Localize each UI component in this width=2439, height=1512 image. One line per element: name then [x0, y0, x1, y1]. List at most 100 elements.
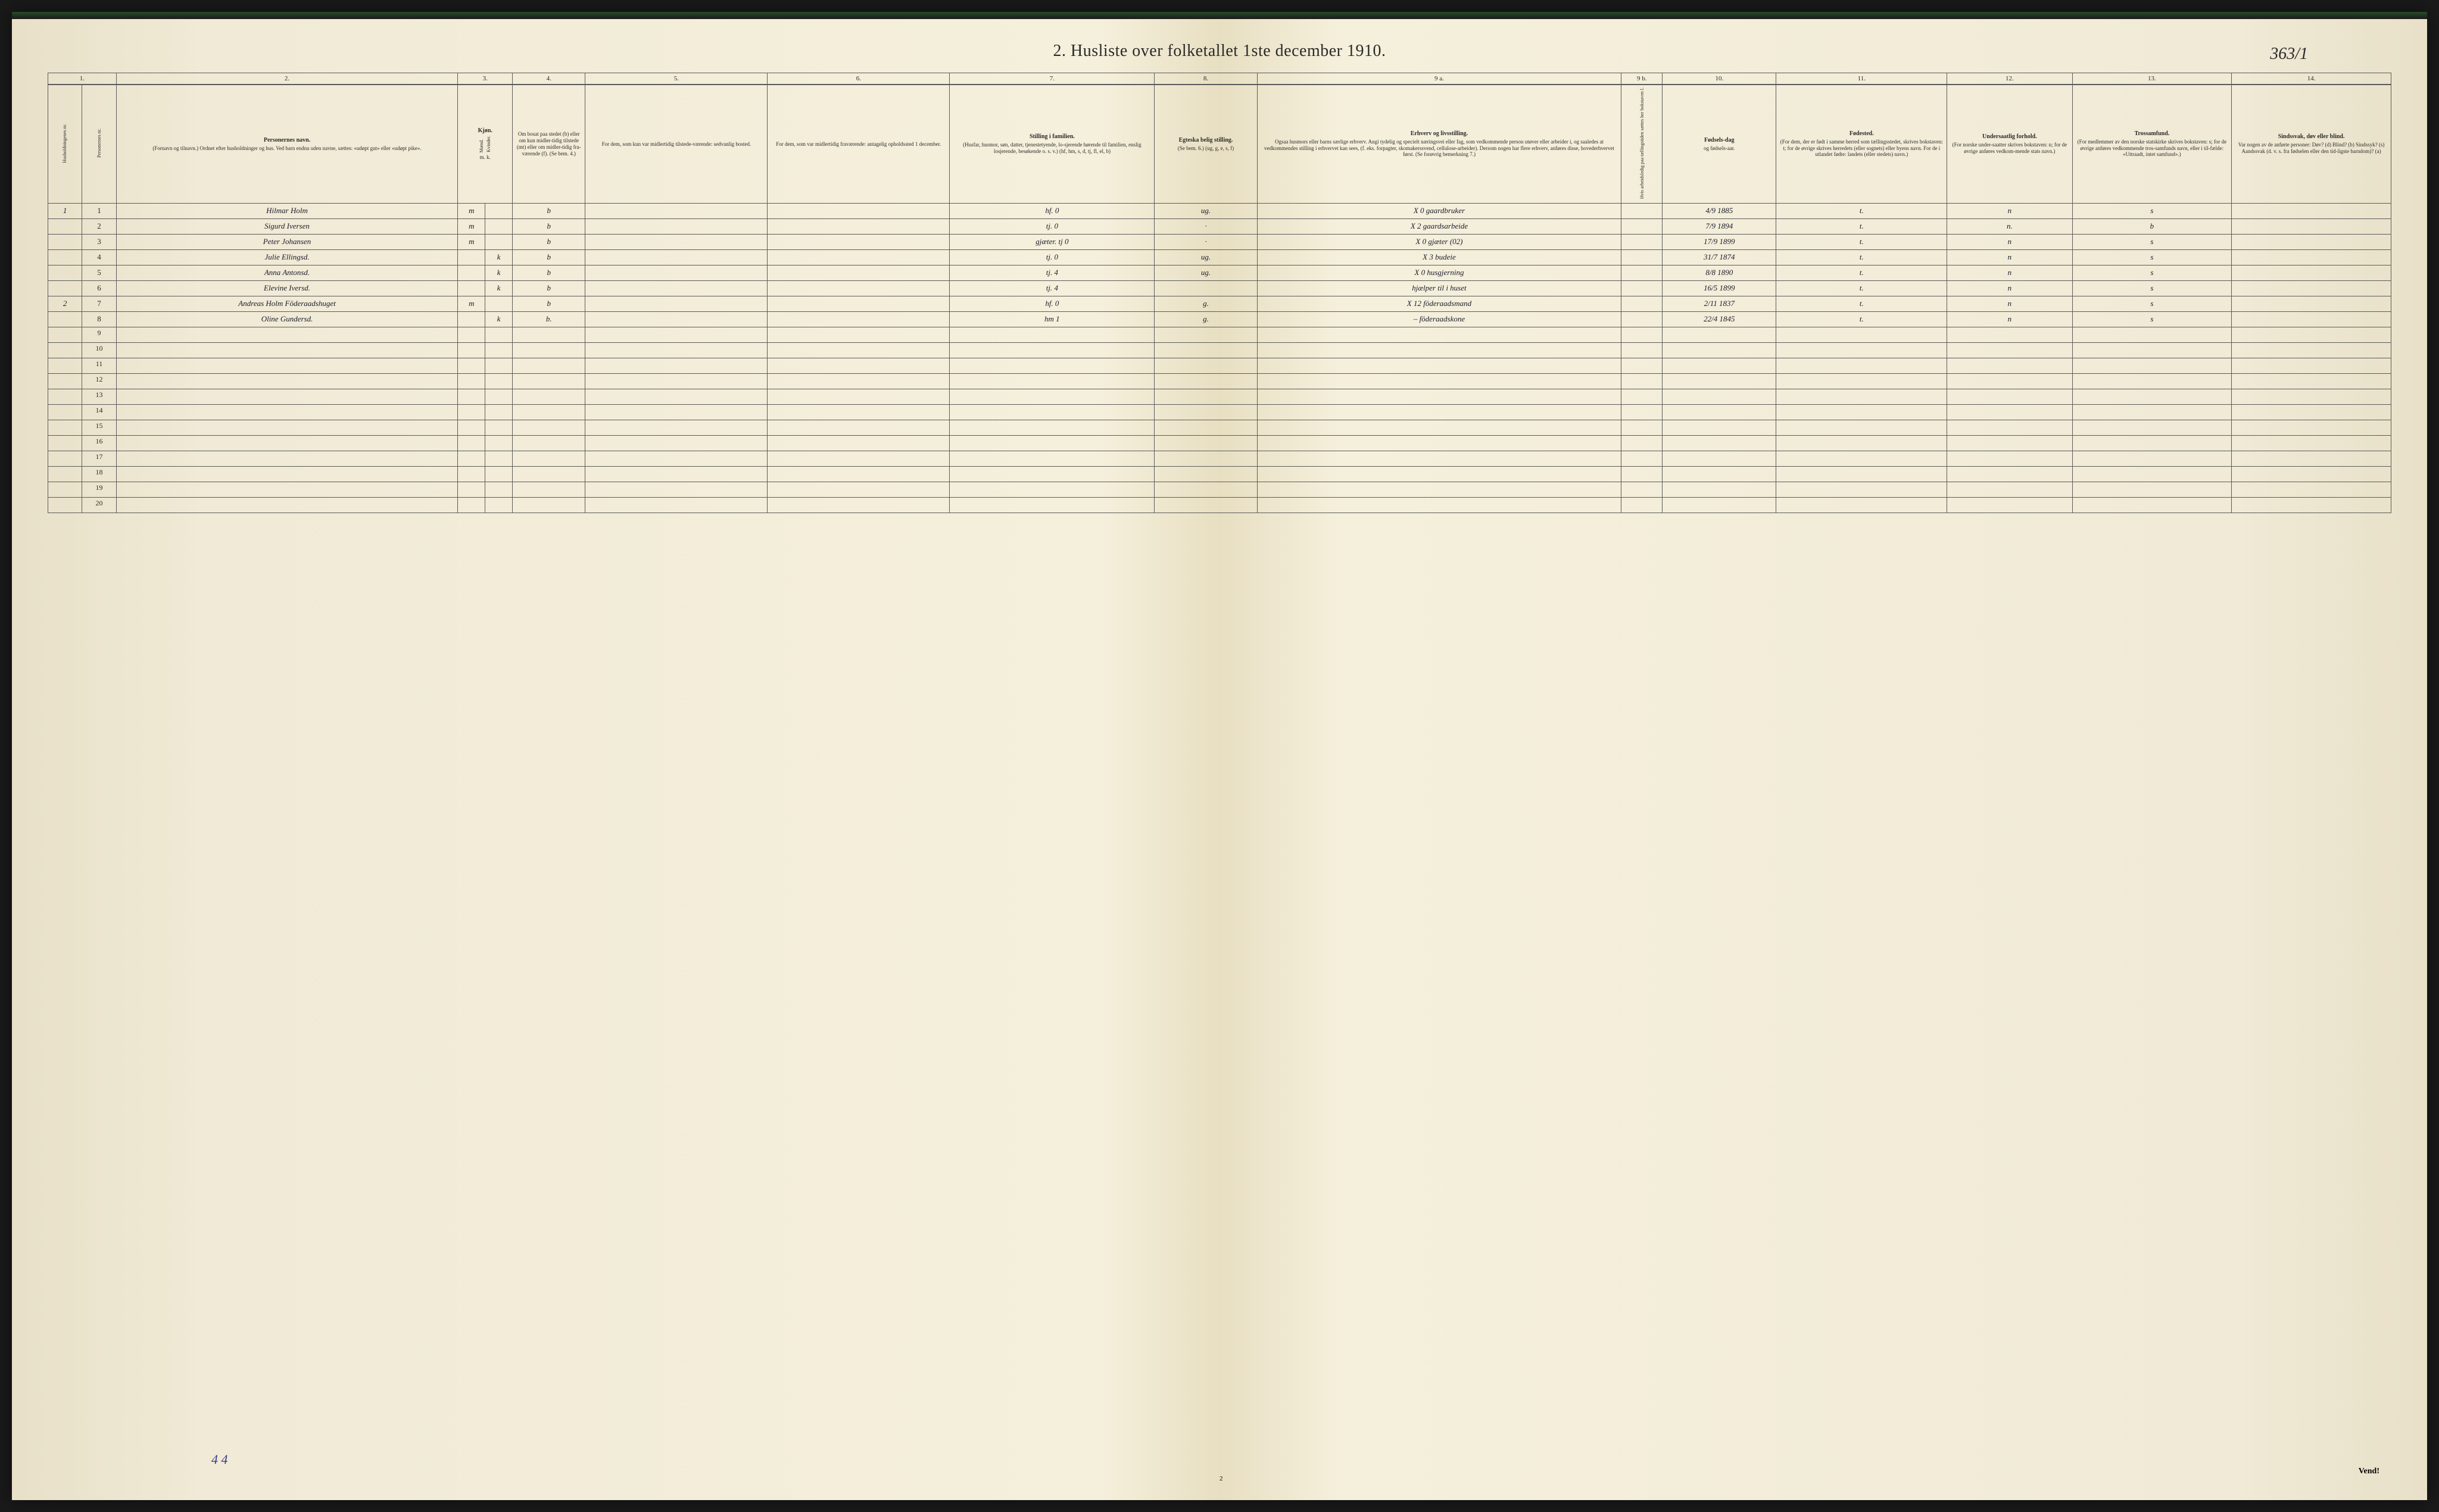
cell-hh: 1: [48, 203, 82, 218]
empty-cell: [950, 358, 1155, 373]
empty-cell: [48, 451, 82, 466]
cell-pn: 3: [82, 234, 116, 249]
empty-cell: [768, 497, 950, 513]
empty-cell: [2072, 404, 2232, 420]
cell-nat: n: [1947, 280, 2072, 296]
cell-sex_m: m: [458, 218, 485, 234]
empty-cell: 9: [82, 327, 116, 342]
cell-stat: b: [513, 265, 585, 280]
col-number: 9 b.: [1621, 73, 1663, 85]
empty-cell: [585, 435, 768, 451]
cell-nat: n: [1947, 249, 2072, 265]
hdr-person-nr: Personernes nr.: [82, 85, 116, 203]
cell-c6: [768, 203, 950, 218]
cell-c6: [768, 296, 950, 311]
cell-fam: gjæter. tj 0: [950, 234, 1155, 249]
cell-rel: s: [2072, 280, 2232, 296]
cell-occ: X 2 gaardsarbeide: [1257, 218, 1621, 234]
empty-cell: [48, 435, 82, 451]
table-row-empty: 18: [48, 466, 2391, 482]
cell-dis: [2232, 203, 2391, 218]
cell-c5: [585, 280, 768, 296]
table-row-empty: 11: [48, 358, 2391, 373]
empty-cell: [1776, 482, 1947, 497]
empty-cell: [1257, 342, 1621, 358]
cell-c5: [585, 249, 768, 265]
cell-l: [1621, 280, 1663, 296]
empty-cell: [1663, 358, 1776, 373]
empty-cell: [1621, 389, 1663, 404]
cell-dob: 31/7 1874: [1663, 249, 1776, 265]
cell-occ: X 3 budeie: [1257, 249, 1621, 265]
empty-cell: [1621, 404, 1663, 420]
empty-cell: [116, 451, 458, 466]
cell-stat: b: [513, 296, 585, 311]
empty-cell: 12: [82, 373, 116, 389]
empty-cell: 11: [82, 358, 116, 373]
hdr-unemployed: Hvis arbeidsledig paa tællingstiden sætt…: [1621, 85, 1663, 203]
cell-pn: 4: [82, 249, 116, 265]
empty-cell: [513, 373, 585, 389]
table-row-empty: 19: [48, 482, 2391, 497]
empty-cell: [458, 327, 485, 342]
table-row-empty: 14: [48, 404, 2391, 420]
empty-cell: [1947, 342, 2072, 358]
empty-cell: [1257, 327, 1621, 342]
empty-cell: [48, 497, 82, 513]
empty-cell: [485, 420, 513, 435]
empty-cell: [2232, 482, 2391, 497]
empty-cell: [1663, 497, 1776, 513]
empty-cell: [1663, 482, 1776, 497]
empty-cell: [2072, 451, 2232, 466]
empty-cell: [458, 420, 485, 435]
corner-annotation: 363/1: [2270, 45, 2308, 64]
hdr-disability: Sindssvak, døv eller blind. Var nogen av…: [2232, 85, 2391, 203]
empty-cell: [2072, 420, 2232, 435]
empty-cell: 20: [82, 497, 116, 513]
empty-cell: [1947, 497, 2072, 513]
cell-fam: tj. 0: [950, 249, 1155, 265]
bottom-tally: 4 4: [211, 1452, 228, 1467]
cell-pn: 6: [82, 280, 116, 296]
cell-l: [1621, 265, 1663, 280]
empty-cell: [1663, 466, 1776, 482]
empty-cell: [2232, 327, 2391, 342]
empty-cell: [1776, 420, 1947, 435]
empty-cell: [1155, 466, 1257, 482]
scan-edge: [12, 12, 2427, 19]
empty-cell: [950, 466, 1155, 482]
empty-cell: [1776, 466, 1947, 482]
empty-cell: 19: [82, 482, 116, 497]
cell-l: [1621, 218, 1663, 234]
empty-cell: [458, 342, 485, 358]
cell-hh: [48, 234, 82, 249]
empty-cell: [1155, 497, 1257, 513]
cell-born: t.: [1776, 249, 1947, 265]
empty-cell: [2072, 389, 2232, 404]
col-number: 1.: [48, 73, 117, 85]
hdr-temp-absent: For dem, som var midlertidig fraværende:…: [768, 85, 950, 203]
table-row-empty: 9: [48, 327, 2391, 342]
cell-c6: [768, 234, 950, 249]
empty-cell: [2072, 482, 2232, 497]
cell-c5: [585, 311, 768, 327]
empty-cell: [458, 404, 485, 420]
empty-cell: [1776, 327, 1947, 342]
empty-cell: [1621, 358, 1663, 373]
cell-c5: [585, 265, 768, 280]
col-number: 2.: [116, 73, 458, 85]
cell-mar: g.: [1155, 296, 1257, 311]
empty-cell: [1947, 451, 2072, 466]
empty-cell: [458, 435, 485, 451]
empty-cell: [1663, 451, 1776, 466]
cell-hh: [48, 311, 82, 327]
empty-cell: [513, 327, 585, 342]
empty-cell: [768, 420, 950, 435]
empty-cell: [950, 497, 1155, 513]
empty-cell: [485, 466, 513, 482]
cell-occ: X 12 föderaadsmand: [1257, 296, 1621, 311]
cell-occ: X 0 gaardbruker: [1257, 203, 1621, 218]
cell-rel: b: [2072, 218, 2232, 234]
empty-cell: [116, 327, 458, 342]
empty-cell: [2232, 373, 2391, 389]
